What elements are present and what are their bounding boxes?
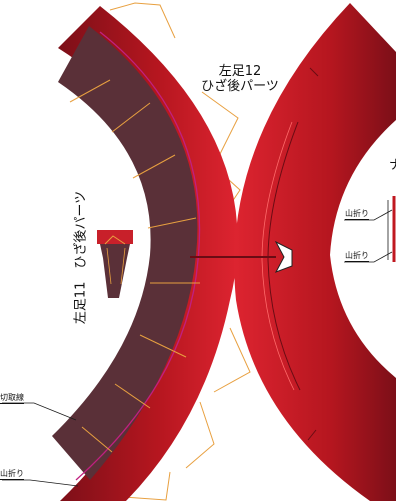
part-label-right-line2: ひざ後パーツ [201,79,279,94]
center-notch [274,240,293,273]
pink-guide-line [75,31,201,481]
left-inner-panel [52,26,198,480]
part-label-left: 左足11 ひざ後パーツ [73,190,89,325]
inner-fold-lines [69,79,200,453]
part-label-right-line1: 左足12 [218,64,262,79]
cut-line-label: 切取線 [0,393,24,404]
left-arc-band [58,6,238,501]
mountain-fold-label-right-1: 山折り [345,209,369,220]
right-slot [267,121,301,391]
small-trapezoid-part [97,230,133,298]
mountain-fold-label-bottom: 山折り [0,469,24,480]
edge-text-fragment: ナ [389,158,396,173]
right-arc-band [234,3,396,501]
mountain-fold-label-right-2: 山折り [345,251,369,262]
part-label-right: 左足12 ひざ後パーツ [200,64,280,94]
right-slot-inner [261,121,295,391]
right-corner-marks [307,67,319,441]
